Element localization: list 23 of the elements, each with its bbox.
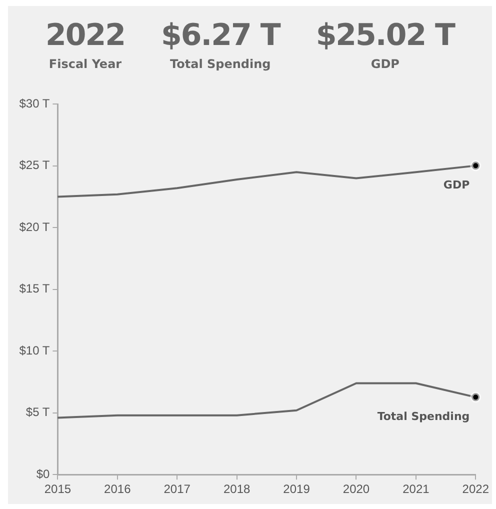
y-tick-label: $20 T <box>19 220 50 234</box>
x-tick-label: 2020 <box>342 482 370 496</box>
y-tick-label: $5 T <box>26 405 50 420</box>
y-tick-label: $15 T <box>19 282 50 296</box>
x-tick-label: 2017 <box>164 482 191 496</box>
x-tick-label: 2022 <box>462 482 490 496</box>
x-tick-label: 2015 <box>44 482 72 496</box>
y-tick-label: $0 <box>36 466 50 481</box>
x-tick-label: 2016 <box>104 482 132 496</box>
x-tick-label: 2019 <box>283 482 310 496</box>
y-tick-label: $30 T <box>19 96 50 111</box>
text: 2022 <box>46 18 125 53</box>
series-label: Total Spending <box>377 410 470 424</box>
y-tick-label: $10 T <box>19 343 50 358</box>
y-tick-label: $25 T <box>19 158 50 172</box>
text: Total Spending <box>169 57 272 71</box>
text: Fiscal Year <box>48 57 123 71</box>
text: GDP <box>370 57 400 71</box>
text: $25.02 T <box>316 18 454 53</box>
x-tick-label: 2021 <box>402 482 430 496</box>
text: $6.27 T <box>161 18 280 53</box>
x-tick-label: 2018 <box>223 482 250 496</box>
series-label: GDP <box>443 178 470 192</box>
